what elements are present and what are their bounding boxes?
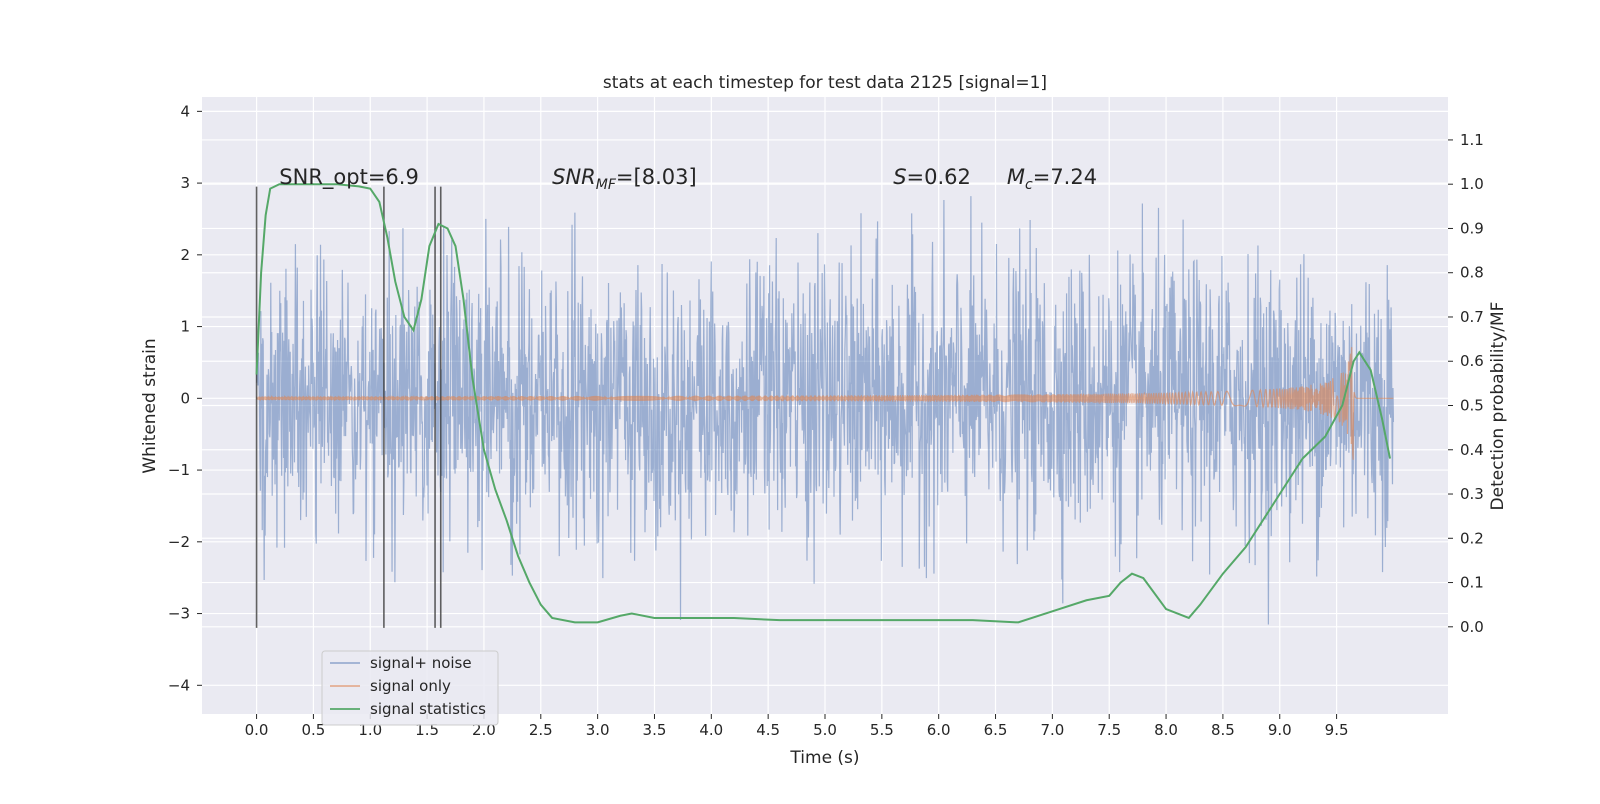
y2-tick-label: 0.1 [1460,574,1484,592]
y-axis-label: Whitened strain [140,338,160,473]
y-tick-label: −2 [168,533,190,551]
x-tick-label: 5.0 [813,721,837,739]
x-tick-label: 3.0 [586,721,610,739]
y2-tick-label: 0.4 [1460,441,1484,459]
x-tick-label: 5.5 [870,721,894,739]
y-tick-label: −1 [168,461,190,479]
data-layer [255,183,1395,628]
x-tick-label: 8.5 [1211,721,1235,739]
axis-layer: 0.0 0.5 1.0 1.5 2.0 2.5 3.0 3.5 4.0 4.5 5.0 5.5 6.0 6… [168,102,1484,739]
series-signal-noise-line [255,196,1395,625]
y2-tick-label: 0.7 [1460,308,1484,326]
annotation-3: Mc=7.24 [1007,165,1097,193]
y-tick-label: −3 [168,605,190,623]
y2-tick-label: 0.8 [1460,264,1484,282]
y2-tick-label: 1.0 [1460,175,1484,193]
series-signal-statistics-line [255,183,1392,624]
y-tick-label: 3 [180,174,190,192]
y2-tick-label: 0.5 [1460,397,1484,415]
x-tick-label: 4.5 [756,721,780,739]
x-tick-label: 6.0 [927,721,951,739]
legend-label-2: signal statistics [370,700,486,718]
x-tick-label: 3.5 [643,721,667,739]
y2-tick-label: 0.6 [1460,352,1484,370]
y2-tick-label: 1.1 [1460,131,1484,149]
annotation-0: SNR_opt=6.9 [279,165,419,190]
legend-label-0: signal+ noise [370,654,472,672]
x-tick-label: 7.5 [1097,721,1121,739]
y-tick-label: 2 [180,246,190,264]
y-tick-label: 0 [180,389,190,407]
y-tick-label: 4 [180,102,190,120]
x-tick-label: 0.5 [301,721,325,739]
series-signal-only-line [255,347,1394,460]
legend-box [321,650,499,726]
x-tick-label: 0.0 [245,721,269,739]
y-tick-label: 1 [180,318,190,336]
annotation-1: SNRMF=[8.03] [552,165,697,193]
y2-axis-label: Detection probability/MF [1488,302,1508,511]
x-tick-label: 7.0 [1040,721,1064,739]
x-tick-label: 8.0 [1154,721,1178,739]
y2-tick-label: 0.2 [1460,529,1484,547]
x-tick-label: 9.0 [1268,721,1292,739]
y2-tick-label: 0.0 [1460,618,1484,636]
x-axis-label: Time (s) [789,748,859,768]
y-tick-label: −4 [168,676,190,694]
x-tick-label: 4.0 [699,721,723,739]
y2-tick-label: 0.9 [1460,219,1484,237]
x-tick-label: 9.5 [1325,721,1349,739]
chart-title: stats at each timestep for test data 212… [603,73,1047,93]
annotation-2: S=0.62 [893,165,971,189]
y2-tick-label: 0.3 [1460,485,1484,503]
annotation-layer: SNR_opt=6.9 SNRMF=[8.03] S=0.62 Mc=7.24 [279,165,1097,193]
legend-label-1: signal only [370,677,451,695]
legend: signal+ noise signal only signal statist… [321,650,499,726]
x-tick-label: 2.5 [529,721,553,739]
x-tick-label: 6.5 [984,721,1008,739]
